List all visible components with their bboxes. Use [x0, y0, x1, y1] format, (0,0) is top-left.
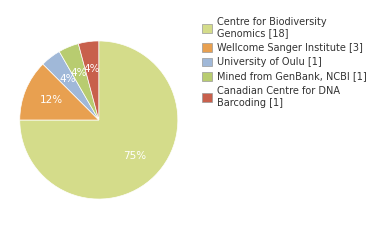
Text: 4%: 4%	[59, 74, 76, 84]
Wedge shape	[43, 52, 99, 120]
Wedge shape	[78, 41, 99, 120]
Wedge shape	[20, 41, 178, 199]
Wedge shape	[20, 64, 99, 120]
Legend: Centre for Biodiversity
Genomics [18], Wellcome Sanger Institute [3], University: Centre for Biodiversity Genomics [18], W…	[203, 17, 367, 108]
Text: 75%: 75%	[124, 151, 147, 161]
Text: 12%: 12%	[40, 95, 63, 105]
Wedge shape	[59, 44, 99, 120]
Text: 4%: 4%	[84, 64, 100, 74]
Text: 4%: 4%	[71, 67, 87, 78]
